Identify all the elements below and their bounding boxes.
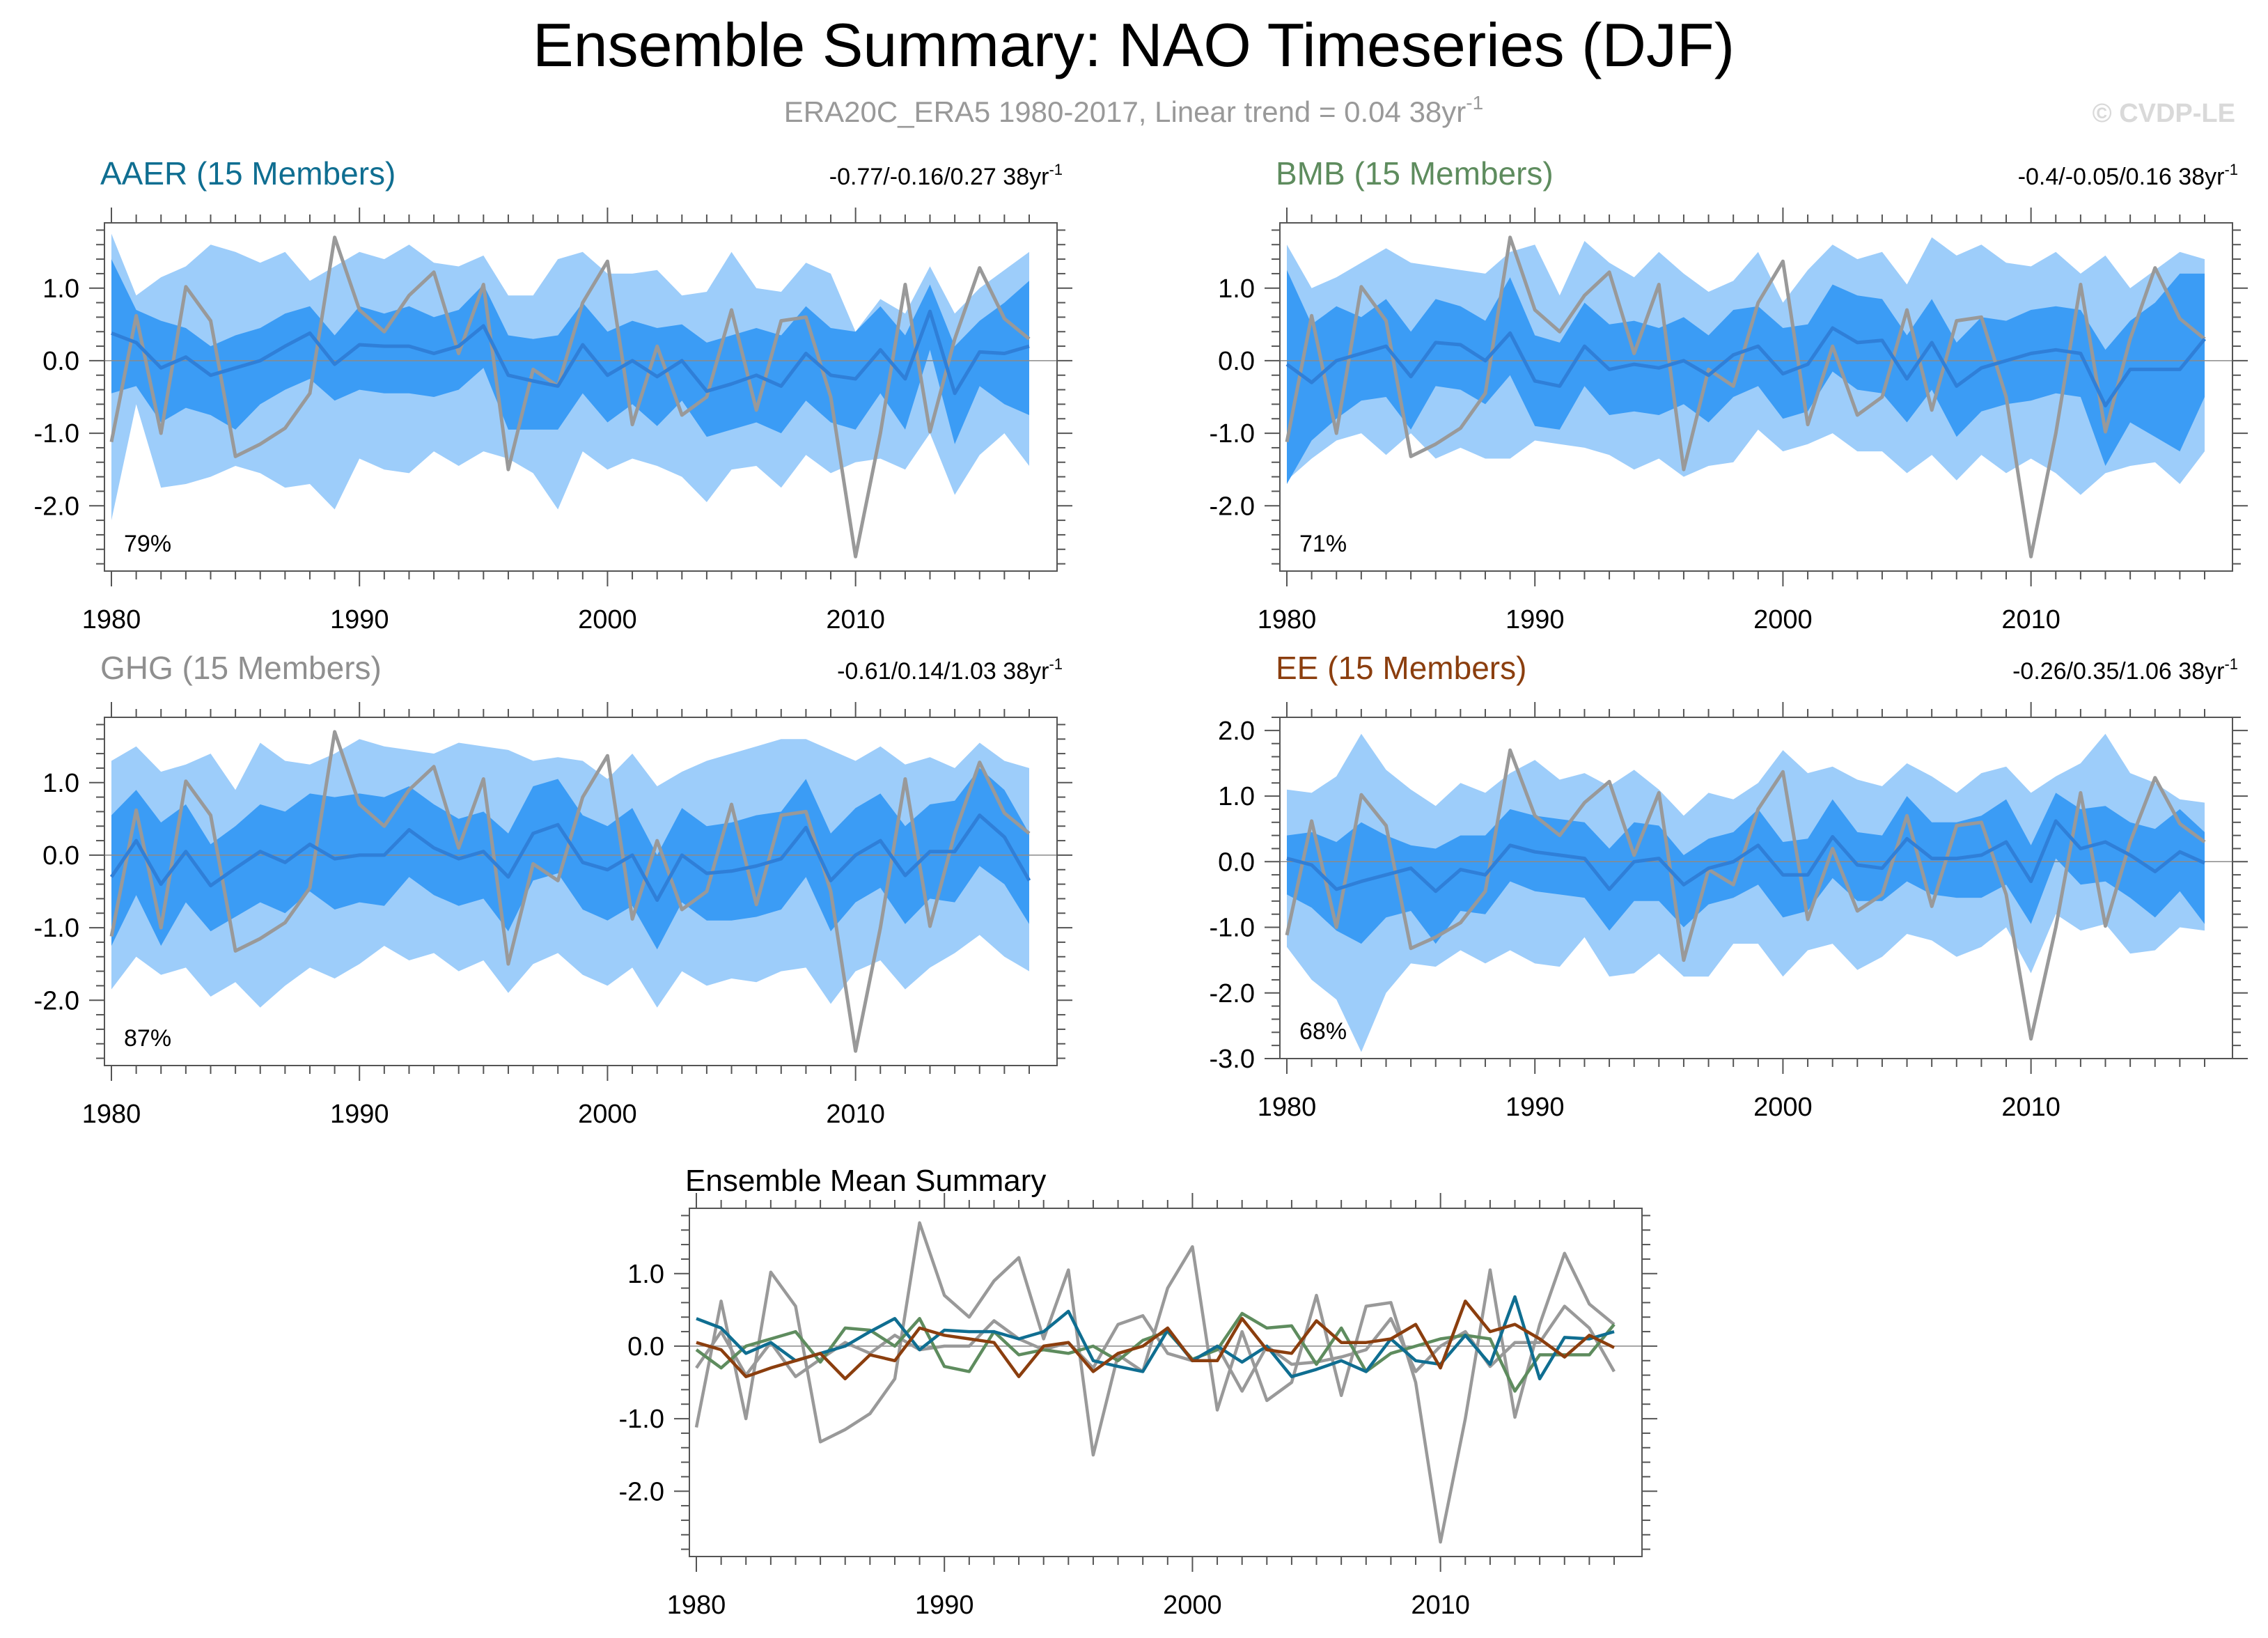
panel-ee-x-tick-label: 2010	[2001, 1093, 2060, 1122]
panel-ee-x-tick-label: 1990	[1506, 1093, 1565, 1122]
panel-ee-x-tick-label: 1980	[1258, 1093, 1317, 1122]
panel-aaer-x-tick-label: 2010	[826, 605, 885, 634]
panel-ensemble-mean-summary-title: Ensemble Mean Summary	[685, 1164, 1046, 1198]
panel-bmb-trend-text: -0.4/-0.05/0.16 38yr	[2018, 164, 2225, 190]
panel-bmb-y-tick-label: 1.0	[1218, 274, 1255, 304]
figure-subtitle: ERA20C_ERA5 1980-2017, Linear trend = 0.…	[784, 92, 1483, 128]
panel-aaer-frame	[104, 222, 1058, 572]
panel-ensemble-mean-summary-y-tick-label: 0.0	[627, 1332, 664, 1362]
panel-ghg-x-tick-label: 1990	[330, 1100, 389, 1129]
panel-bmb-trend-label: -0.4/-0.05/0.16 38yr-1	[2018, 161, 2238, 190]
panel-aaer-trend-text: -0.77/-0.16/0.27 38yr	[829, 164, 1049, 190]
panel-aaer-observed-line	[109, 235, 1031, 559]
panel-bmb-percent-label: 71%	[1299, 531, 1347, 557]
panel-ee-percent-label: 68%	[1299, 1018, 1347, 1045]
panel-aaer-x-tick-label: 1990	[330, 605, 389, 634]
panel-bmb-title: BMB (15 Members)	[1276, 155, 1554, 192]
panel-ghg-y-tick-label: 1.0	[42, 769, 79, 798]
figure-title: Ensemble Summary: NAO Timeseries (DJF)	[533, 10, 1735, 79]
panel-ghg-title: GHG (15 Members)	[100, 650, 382, 686]
panel-bmb-observed-line	[1285, 235, 2206, 559]
panel-bmb-y-tick-label: 0.0	[1218, 347, 1255, 376]
watermark: © CVDP-LE	[2093, 99, 2235, 128]
panel-ee-inner-spread-band	[1287, 793, 2205, 944]
panel-ee-observed-line	[1285, 748, 2206, 1041]
panel-ensemble-mean-summary-series-observed	[694, 1221, 1616, 1544]
panel-bmb-frame	[1279, 222, 2233, 572]
panel-ghg-y-tick-label: 0.0	[42, 841, 79, 871]
panels-container: 1980 1990 2000 2010 1.0 0.0 -1.0 -2.0 AAER (15 M…	[34, 155, 2248, 1620]
panel-ensemble-mean-summary-y-tick-label: -1.0	[619, 1405, 664, 1434]
panel-aaer-x-tick-label: 2000	[578, 605, 637, 634]
panel-bmb-trend-sup: -1	[2224, 161, 2238, 178]
panel-ghg-trend-text: -0.61/0.14/1.03 38yr	[837, 658, 1049, 685]
panel-aaer-trend-sup: -1	[1049, 161, 1063, 178]
panel-ee-y-tick-label: -2.0	[1210, 979, 1255, 1008]
panel-ghg: 1980 1990 2000 2010 1.0 0.0 -1.0 -2.0 GHG (15 Me…	[34, 650, 1072, 1129]
panel-aaer-inner-spread-band	[111, 259, 1029, 444]
panel-bmb-y-tick-label: -1.0	[1210, 419, 1255, 448]
panel-ee-ensemble-mean-line	[1286, 819, 2206, 894]
panel-ee-y-tick-label: 0.0	[1218, 848, 1255, 877]
figure-subtitle-sup: -1	[1466, 92, 1483, 114]
panel-ensemble-mean-summary-series-aaer	[696, 1295, 1615, 1381]
panel-ensemble-mean-summary-x-tick-label: 1990	[915, 1591, 974, 1620]
panel-ghg-percent-label: 87%	[124, 1025, 171, 1052]
panel-bmb-inner-spread-band	[1287, 270, 2205, 484]
panel-ee-y-tick-label: 2.0	[1218, 717, 1255, 746]
panel-aaer-y-tick-label: 1.0	[42, 274, 79, 304]
panel-bmb-x-tick-label: 2010	[2001, 605, 2060, 634]
panel-ensemble-mean-summary-x-tick-label: 2000	[1163, 1591, 1222, 1620]
panel-ee-y-tick-label: 1.0	[1218, 782, 1255, 811]
panel-ee-trend-text: -0.26/0.35/1.06 38yr	[2012, 658, 2224, 685]
panel-ee-title: EE (15 Members)	[1276, 650, 1526, 686]
panel-ghg-y-tick-label: -1.0	[34, 914, 79, 943]
panel-ensemble-mean-summary-y-tick-label: 1.0	[627, 1260, 664, 1289]
panel-aaer-y-tick-label: -1.0	[34, 419, 79, 448]
figure-subtitle-main: ERA20C_ERA5 1980-2017, Linear trend = 0.…	[784, 95, 1466, 128]
panel-aaer-title: AAER (15 Members)	[100, 155, 396, 192]
panel-ghg-trend-label: -0.61/0.14/1.03 38yr-1	[837, 655, 1063, 685]
panel-ee-x-tick-label: 2000	[1753, 1093, 1813, 1122]
panel-aaer: 1980 1990 2000 2010 1.0 0.0 -1.0 -2.0 AAER (15 M…	[34, 155, 1072, 634]
panel-bmb-x-tick-label: 1980	[1258, 605, 1317, 634]
panel-ensemble-mean-summary-x-tick-label: 1980	[667, 1591, 726, 1620]
panel-ensemble-mean-summary-series-ee	[696, 1300, 1616, 1381]
panel-aaer-ensemble-mean-line	[111, 309, 1030, 396]
panel-aaer-x-tick-label: 1980	[82, 605, 141, 634]
panel-bmb-ensemble-mean-line	[1285, 326, 2206, 407]
panel-bmb-y-tick-label: -2.0	[1210, 492, 1255, 521]
panel-ghg-observed-line	[109, 730, 1031, 1053]
panel-ensemble-mean-summary-frame	[689, 1208, 1643, 1557]
panel-ghg-x-tick-label: 2010	[826, 1100, 885, 1129]
panel-aaer-y-tick-label: -2.0	[34, 492, 79, 521]
panel-ghg-x-tick-label: 1980	[82, 1100, 141, 1129]
panel-ee-y-tick-label: -3.0	[1210, 1045, 1255, 1074]
panel-ghg-y-tick-label: -2.0	[34, 986, 79, 1015]
panel-ghg-frame	[104, 717, 1058, 1066]
panel-ghg-trend-sup: -1	[1049, 655, 1063, 673]
panel-ghg-x-tick-label: 2000	[578, 1100, 637, 1129]
panel-ee-trend-label: -0.26/0.35/1.06 38yr-1	[2012, 655, 2238, 685]
panel-ensemble-mean-summary-y-tick-label: -2.0	[619, 1477, 664, 1506]
panel-ensemble-mean-summary: 1980 1990 2000 2010 1.0 0.0 -1.0 -2.0 Ensemble M…	[619, 1164, 1657, 1620]
panel-bmb-x-tick-label: 1990	[1506, 605, 1565, 634]
panel-ghg-ensemble-mean-line	[109, 813, 1031, 902]
panel-aaer-y-tick-label: 0.0	[42, 347, 79, 376]
panel-ensemble-mean-summary-x-tick-label: 2010	[1411, 1591, 1470, 1620]
panel-ee-y-tick-label: -1.0	[1210, 914, 1255, 943]
panel-ee: 1980 1990 2000 2010 2.0 1.0 0.0 -1.0 -2.0 -3.0 EE …	[1210, 650, 2248, 1122]
panel-aaer-percent-label: 79%	[124, 531, 171, 557]
panel-bmb-x-tick-label: 2000	[1753, 605, 1813, 634]
panel-aaer-trend-label: -0.77/-0.16/0.27 38yr-1	[829, 161, 1063, 190]
panel-ee-trend-sup: -1	[2224, 655, 2238, 673]
panel-bmb: 1980 1990 2000 2010 1.0 0.0 -1.0 -2.0 BMB (15 Me…	[1210, 155, 2248, 634]
